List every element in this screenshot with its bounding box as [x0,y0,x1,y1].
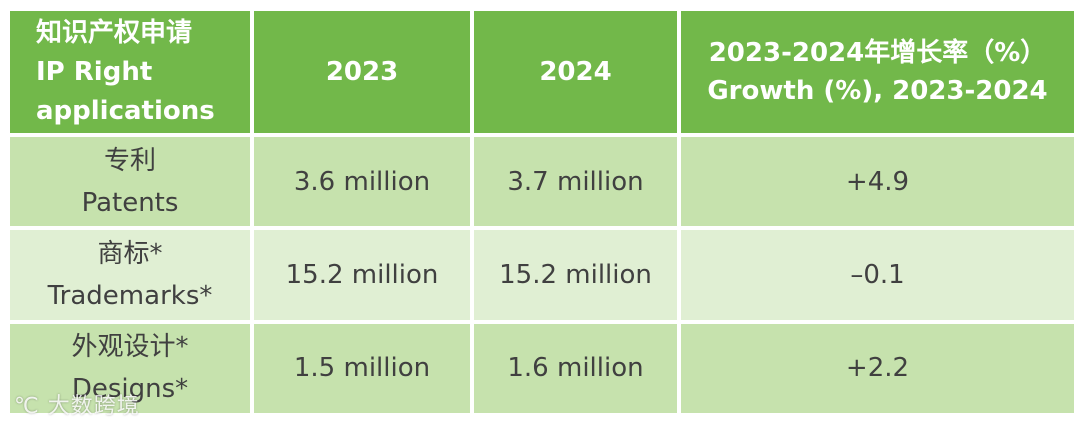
row-label: 商标* Trademarks* [10,230,250,320]
header-2024: 2024 [474,11,677,133]
cell-growth: –0.1 [681,230,1074,320]
watermark: ℃ 大数跨境 [14,394,140,419]
row-label: 专利 Patents [10,137,250,227]
header-ip-applications: 知识产权申请 IP Right applications [10,11,250,133]
header-row: 知识产权申请 IP Right applications 2023 2024 2… [10,11,1074,133]
cell-growth: +2.2 [681,323,1074,413]
table-row-patents: 专利 Patents 3.6 million 3.7 million +4.9 [10,137,1074,227]
cell-2024: 15.2 million [474,230,677,320]
cell-2023: 15.2 million [254,230,470,320]
cell-2024: 1.6 million [474,323,677,413]
header-growth: 2023-2024年增长率（%） Growth (%), 2023-2024 [681,11,1074,133]
cell-2023: 3.6 million [254,137,470,227]
table-row-trademarks: 商标* Trademarks* 15.2 million 15.2 millio… [10,230,1074,320]
cell-growth: +4.9 [681,137,1074,227]
table-row-designs: 外观设计* Designs* 1.5 million 1.6 million +… [10,323,1074,413]
header-2023: 2023 [254,11,470,133]
cell-2024: 3.7 million [474,137,677,227]
row-label: 外观设计* Designs* [10,323,250,413]
cell-2023: 1.5 million [254,323,470,413]
ip-applications-table: 知识产权申请 IP Right applications 2023 2024 2… [6,7,1078,417]
